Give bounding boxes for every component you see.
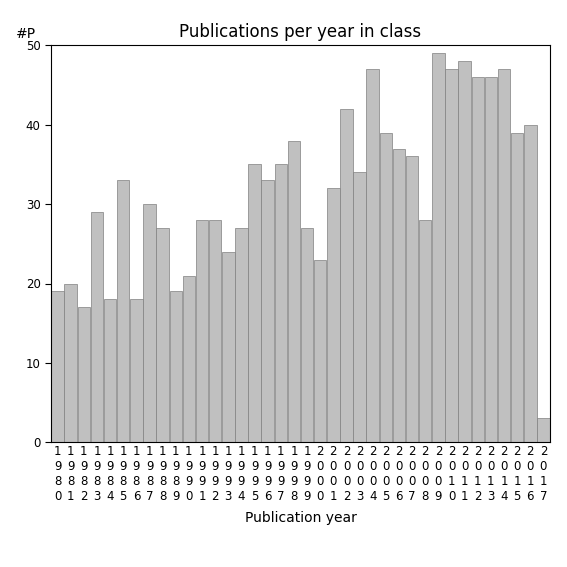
Bar [209,220,221,442]
Bar [353,172,366,442]
Bar [91,212,103,442]
Bar [287,141,300,442]
Bar [248,164,261,442]
Bar [301,228,314,442]
Bar [314,260,327,442]
Bar [498,69,510,442]
Bar [485,77,497,442]
Bar [196,220,208,442]
Bar [366,69,379,442]
Bar [235,228,248,442]
Bar [78,307,90,442]
Bar [117,180,129,442]
Bar [537,418,549,442]
Bar [130,299,143,442]
Bar [261,180,274,442]
Bar [222,252,235,442]
Bar [524,125,536,442]
Bar [445,69,458,442]
Bar [156,228,169,442]
Text: #P: #P [16,27,36,41]
Bar [170,291,182,442]
Bar [274,164,287,442]
Bar [472,77,484,442]
Bar [511,133,523,442]
X-axis label: Publication year: Publication year [244,511,357,526]
Bar [327,188,340,442]
Bar [393,149,405,442]
Bar [143,204,156,442]
Bar [406,156,418,442]
Bar [380,133,392,442]
Bar [52,291,64,442]
Bar [458,61,471,442]
Bar [340,109,353,442]
Bar [432,53,445,442]
Bar [65,284,77,442]
Bar [104,299,116,442]
Bar [183,276,195,442]
Title: Publications per year in class: Publications per year in class [179,23,422,41]
Bar [419,220,431,442]
